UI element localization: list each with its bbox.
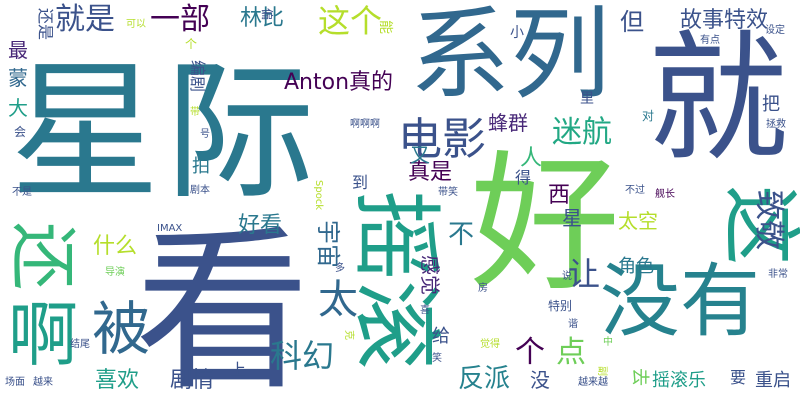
cloud-word: 个 xyxy=(185,37,198,51)
cloud-word: 点 xyxy=(556,335,586,370)
cloud-word: 到 xyxy=(352,173,369,192)
cloud-word: 重启 xyxy=(755,370,791,391)
cloud-word: 喜 xyxy=(420,305,430,316)
cloud-word: 蒙 xyxy=(8,66,28,90)
cloud-word: Spock xyxy=(313,180,324,211)
cloud-word: 西 xyxy=(548,183,571,208)
cloud-word: 没 xyxy=(530,368,550,392)
cloud-word: 致敬 xyxy=(751,190,786,250)
cloud-word: 啊 xyxy=(8,294,78,376)
cloud-word: 一部 xyxy=(150,2,210,37)
cloud-word: 看 xyxy=(135,211,310,400)
cloud-word: 剧情 xyxy=(170,368,215,393)
cloud-word: 觉得 xyxy=(480,339,500,350)
cloud-word: 个 xyxy=(515,335,545,370)
cloud-word: 可以 xyxy=(126,19,146,30)
cloud-word: 设定 xyxy=(765,25,785,36)
cloud-word: 上 xyxy=(230,360,247,379)
cloud-word: 舰长 xyxy=(655,189,675,200)
cloud-word: 但 xyxy=(620,8,644,36)
cloud-word: 场面 xyxy=(5,377,25,388)
cloud-word: 给 xyxy=(432,326,450,347)
cloud-word: 号 xyxy=(200,129,210,140)
cloud-word: 好看 xyxy=(238,213,283,238)
cloud-word: 克 xyxy=(343,330,354,340)
cloud-word: 蜂群 xyxy=(488,111,528,135)
cloud-word: 林比 xyxy=(240,6,285,31)
cloud-word: 结尾 xyxy=(70,339,90,350)
cloud-word: 越来 xyxy=(33,377,53,388)
cloud-word: 就是 xyxy=(55,2,115,37)
cloud-word: 得 xyxy=(515,168,532,187)
cloud-word: 导演 xyxy=(105,267,125,278)
cloud-word: 人 xyxy=(520,146,543,171)
cloud-word: 偏 xyxy=(260,8,274,21)
cloud-word: 带 xyxy=(190,107,200,118)
cloud-word: 这个 xyxy=(318,2,383,40)
cloud-word: 要 xyxy=(730,368,747,387)
cloud-word: 拯救 xyxy=(766,119,786,130)
cloud-word: 太空 xyxy=(618,209,658,233)
cloud-word: 副 xyxy=(596,366,607,376)
cloud-word: 把 xyxy=(762,94,780,115)
cloud-word: 迷航 xyxy=(552,115,612,150)
cloud-word: 科幻 xyxy=(270,337,335,375)
cloud-word: 就 xyxy=(648,18,789,181)
cloud-word: 摇滚乐 xyxy=(652,370,706,391)
cloud-word: 能 xyxy=(377,20,393,34)
cloud-word: 被 xyxy=(92,295,151,363)
cloud-word: 没有 xyxy=(600,255,760,348)
cloud-word: IMAX xyxy=(157,223,183,234)
cloud-word: 谐 xyxy=(568,319,578,330)
cloud-word: 啊啊啊 xyxy=(350,119,380,130)
cloud-word: 感觉 xyxy=(418,255,442,295)
cloud-word: 会 xyxy=(14,125,27,139)
cloud-word: 什么 xyxy=(93,234,138,259)
cloud-word: 中 xyxy=(603,337,613,348)
cloud-word: 星 xyxy=(10,46,161,220)
cloud-word: 非常 xyxy=(768,269,788,280)
cloud-word: 故事特效 xyxy=(680,8,769,33)
cloud-word: 又 xyxy=(410,143,430,167)
cloud-word: Anton真的 xyxy=(284,70,394,95)
cloud-word: 特别 xyxy=(548,299,573,313)
cloud-word: 去 xyxy=(629,368,650,386)
cloud-word: 笑 xyxy=(432,353,442,364)
cloud-word: 际 xyxy=(165,46,316,220)
cloud-word: 不 xyxy=(448,220,475,250)
cloud-word: 越来越 xyxy=(578,377,608,388)
cloud-word: 喜欢 xyxy=(95,368,140,393)
cloud-word: 编剧 xyxy=(188,60,207,93)
cloud-word: 太 xyxy=(318,277,358,323)
cloud-word: 反派 xyxy=(458,364,511,394)
cloud-word: 拍 xyxy=(192,156,210,177)
cloud-word: 角色 xyxy=(618,256,654,277)
cloud-word: 让 xyxy=(568,255,601,293)
cloud-word: 系列 xyxy=(410,0,610,113)
cloud-word: 有点 xyxy=(700,35,720,46)
cloud-word: 好 xyxy=(470,138,621,312)
cloud-word: 真是 xyxy=(408,160,453,185)
cloud-word: 说 xyxy=(562,271,572,282)
cloud-word: 房 xyxy=(478,283,488,294)
cloud-word: 还 xyxy=(2,222,81,291)
cloud-word: 不是 xyxy=(12,187,32,198)
cloud-word: 星 xyxy=(562,206,582,230)
cloud-word: 最 xyxy=(8,38,28,62)
cloud-word: 大 xyxy=(8,96,28,120)
cloud-word: 不过 xyxy=(625,185,645,196)
cloud-word: 对 xyxy=(642,109,655,123)
cloud-word: 里 xyxy=(580,91,594,107)
cloud-word: 小 xyxy=(510,25,524,41)
cloud-word: 还是 xyxy=(36,8,55,41)
cloud-word: 宇宙 xyxy=(314,220,342,268)
cloud-word: 多 xyxy=(335,263,345,274)
cloud-word: 电影 xyxy=(398,114,486,165)
cloud-word: 剧本 xyxy=(190,185,210,196)
cloud-word: 带笑 xyxy=(438,187,458,198)
